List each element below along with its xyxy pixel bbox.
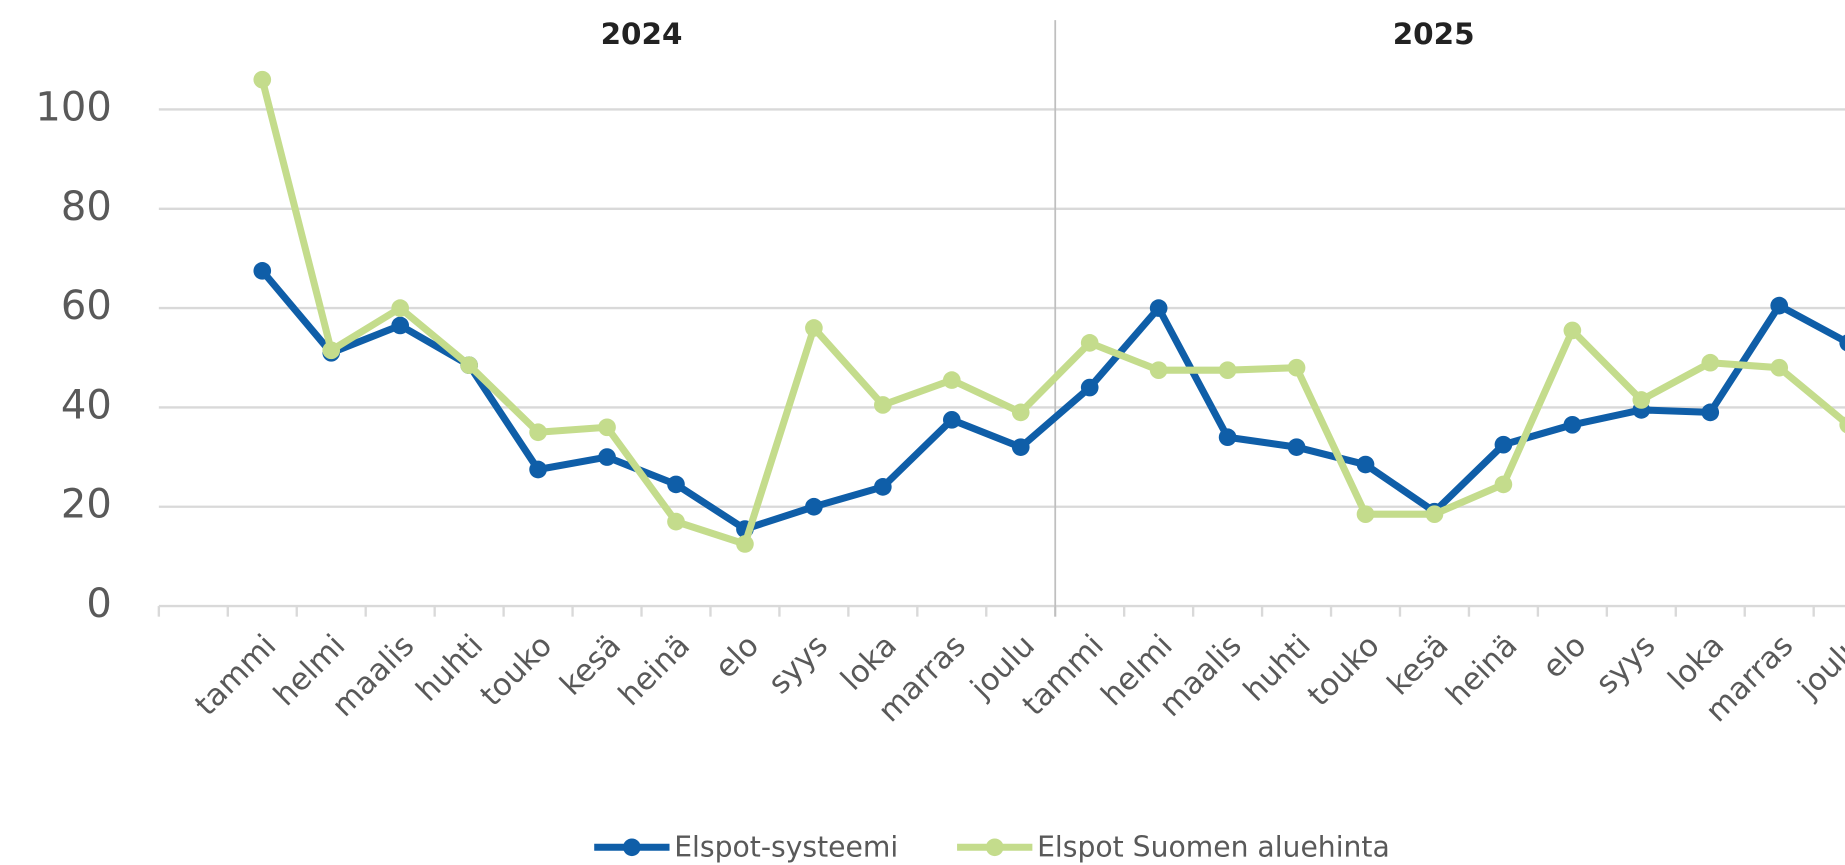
data-point: [1287, 358, 1306, 377]
x-tick-label: touko: [474, 628, 559, 713]
data-point: [1494, 435, 1513, 454]
data-point: [1287, 438, 1306, 456]
data-point: [1563, 415, 1582, 434]
data-point: [1770, 296, 1789, 315]
group-label: 2025: [1393, 17, 1475, 51]
data-point: [529, 423, 547, 442]
y-tick-label: 0: [86, 581, 111, 627]
legend-marker: [985, 838, 1004, 857]
data-point: [1356, 505, 1375, 524]
x-tick-label: syys: [762, 628, 835, 701]
x-tick-label: heinä: [1440, 628, 1525, 713]
x-tick-label: elo: [709, 628, 766, 685]
x-tick-label: touko: [1301, 628, 1386, 713]
data-point: [667, 475, 685, 494]
data-point: [598, 418, 616, 437]
data-point: [529, 460, 547, 479]
series-line: [258, 78, 1845, 548]
data-point: [1080, 334, 1099, 352]
legend-label: Elspot Suomen aluehinta: [1037, 830, 1390, 863]
x-tick-label: huhti: [1237, 628, 1317, 708]
data-point: [1011, 438, 1030, 456]
data-point: [1011, 403, 1030, 422]
data-point: [460, 356, 478, 375]
data-point: [391, 299, 410, 317]
x-tick-label: joulu: [1791, 628, 1845, 706]
data-point: [874, 478, 892, 496]
data-point: [942, 371, 961, 389]
x-tick-label: syys: [1590, 628, 1663, 701]
data-point: [942, 411, 961, 429]
data-point: [805, 319, 823, 337]
data-point: [322, 341, 341, 360]
data-point: [1839, 416, 1845, 434]
data-point: [1839, 334, 1845, 352]
data-point: [1701, 353, 1720, 372]
y-tick-label: 60: [61, 283, 112, 329]
data-point: [1080, 378, 1099, 397]
data-point: [1632, 391, 1651, 409]
data-point: [253, 262, 272, 280]
legend-label: Elspot-systeemi: [674, 830, 898, 863]
x-tick-label: elo: [1536, 628, 1593, 685]
data-point: [667, 512, 685, 531]
data-point: [1563, 321, 1582, 340]
y-tick-label: 40: [61, 382, 112, 428]
data-point: [1149, 299, 1168, 317]
data-point: [598, 448, 616, 466]
data-point: [1770, 358, 1789, 377]
legend-marker: [623, 838, 641, 857]
series-line: [259, 268, 1845, 533]
x-tick-label: huhti: [410, 628, 490, 708]
data-point: [253, 70, 272, 89]
data-point: [1218, 428, 1237, 447]
data-point: [805, 497, 823, 516]
data-point: [391, 316, 410, 335]
x-tick-label: heinä: [612, 628, 697, 713]
y-tick-label: 100: [35, 84, 111, 130]
data-point: [1218, 361, 1237, 380]
data-point: [874, 396, 892, 414]
data-point: [1701, 403, 1720, 422]
group-label: 2024: [601, 17, 683, 51]
data-point: [1356, 455, 1375, 474]
data-point: [1494, 475, 1513, 494]
data-point: [1149, 361, 1168, 380]
y-tick-label: 80: [61, 184, 112, 230]
x-tick-label: tammi: [189, 628, 284, 723]
y-tick-label: 20: [61, 482, 112, 528]
data-point: [736, 535, 754, 553]
data-point: [1425, 505, 1444, 524]
